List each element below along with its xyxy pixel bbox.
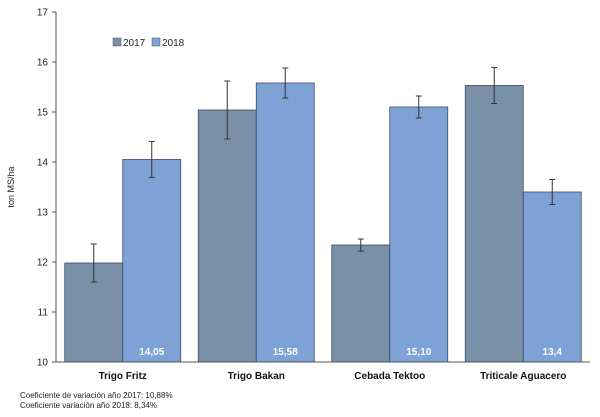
error-bars-layer [90,67,556,283]
bar-2017-1 [197,109,257,363]
data-label-2018-1: 15,58 [273,347,298,358]
y-tick-label: 14 [37,158,49,169]
legend-label-2018: 2018 [162,38,185,49]
y-tick-label: 11 [38,308,49,319]
bar-2018-3 [522,191,582,363]
y-tick-label: 15 [37,108,49,119]
y-tick-label: 17 [37,8,49,19]
bar-2018-2 [389,106,449,363]
data-label-2018-0: 14,05 [139,347,164,358]
category-labels: Trigo Fritz Trigo Bakan Cebada Tektoo Triti… [99,371,567,382]
category-label-2: Cebada Tektoo [354,371,425,382]
category-label-3: Triticale Aguacero [480,371,566,382]
y-tick-label: 10 [37,358,49,369]
legend-swatch-2017 [112,37,122,47]
bar-2018-1 [255,82,315,363]
category-label-1: Trigo Bakan [228,371,285,382]
bar-2018-0 [122,159,182,363]
legend: 2017 2018 [112,37,185,49]
bar-2017-2 [331,244,391,363]
bars-layer [64,82,582,363]
y-axis-title: ton MS/ha [6,166,16,207]
data-label-2018-2: 15,10 [406,347,431,358]
data-label-2018-3: 13,4 [543,347,563,358]
y-tick-label: 16 [37,58,49,69]
footnote-cv-2017: Coeficiente de variación año 2017: 10,88… [20,391,173,400]
legend-swatch-2018 [151,37,161,47]
y-axis-ticks: 10 11 12 13 14 15 16 17 [37,8,56,369]
footnote-cv-2018: Coeficiente variación año 2018: 8,34% [20,401,157,410]
bar-2017-3 [464,85,524,363]
legend-label-2017: 2017 [123,38,146,49]
data-labels: 14,05 15,58 15,10 13,4 [139,347,562,358]
category-label-0: Trigo Fritz [99,371,147,382]
y-tick-label: 12 [37,258,49,269]
y-tick-label: 13 [37,208,49,219]
